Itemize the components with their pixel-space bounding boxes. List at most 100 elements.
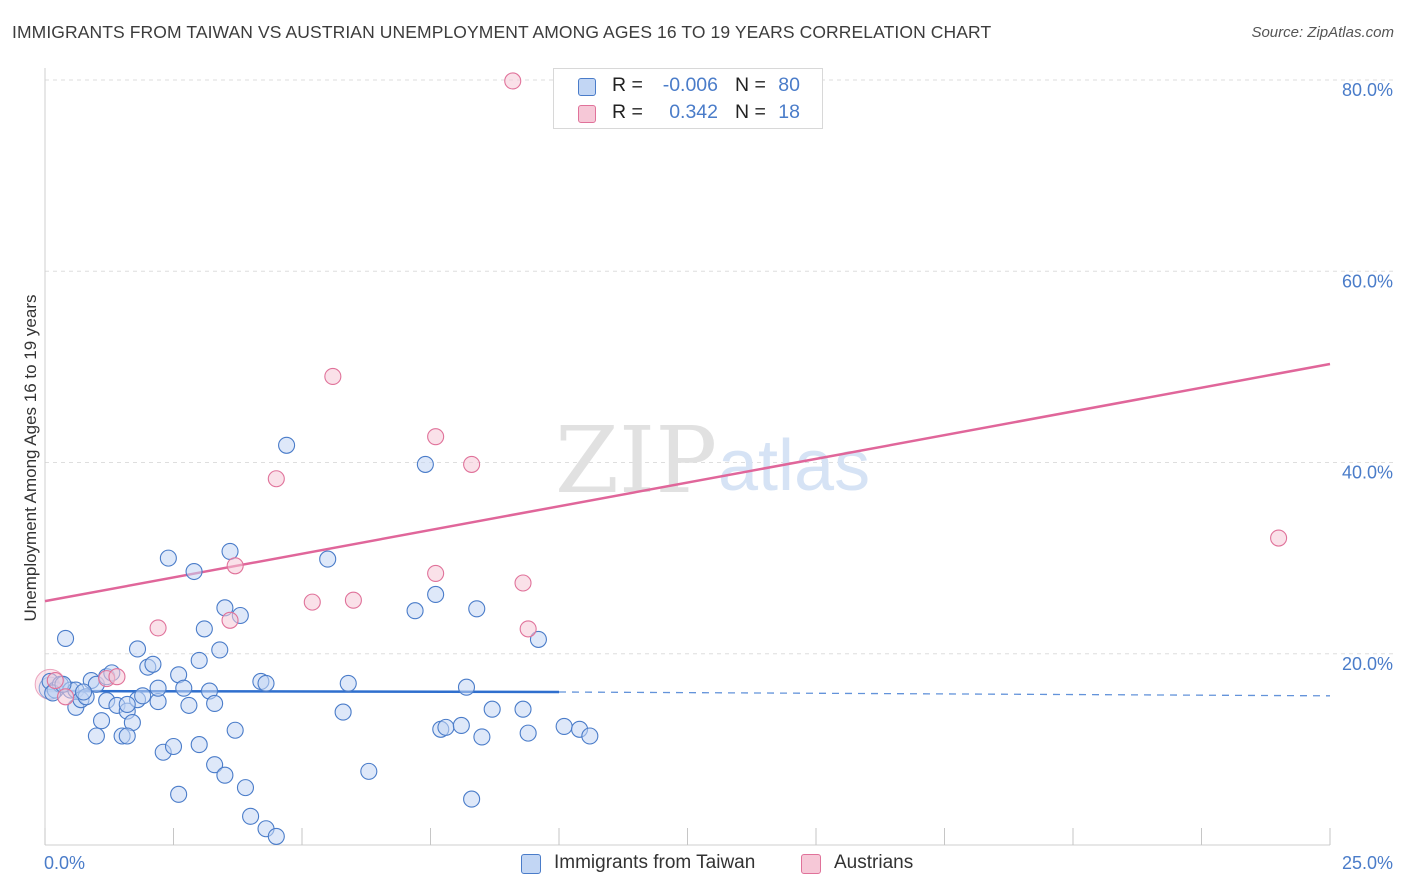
taiwan-point [159, 549, 177, 567]
stats-row-taiwan: R = -0.006 N = 80 [554, 74, 822, 100]
taiwan-swatch [521, 854, 541, 874]
watermark: ZIP atlas [555, 407, 870, 514]
austrians-point [1270, 529, 1288, 547]
taiwan-point [360, 762, 378, 780]
series-legend: Immigrants from Taiwan Austrians [0, 852, 1406, 878]
austrians-trend-line [44, 362, 1331, 603]
austrians-point [324, 367, 342, 385]
taiwan-point [75, 683, 93, 701]
legend-label-austrians: Austrians [834, 852, 914, 873]
r-label: R = [612, 74, 643, 96]
taiwan-point [164, 737, 183, 756]
source-label: Source: ZipAtlas.com [1251, 24, 1394, 41]
austrians-point [57, 688, 75, 706]
taiwan-point [221, 542, 239, 560]
y-tick-label-40: 40.0% [1342, 463, 1393, 483]
y-tick-label-20: 20.0% [1342, 654, 1393, 674]
gridlines [45, 79, 1393, 655]
taiwan-point [92, 712, 111, 730]
taiwan-point [190, 651, 208, 669]
x-tick-label-1: 25.0% [1342, 853, 1393, 873]
taiwan-point [519, 724, 537, 742]
austrians-point [463, 455, 481, 473]
taiwan-swatch [578, 78, 596, 96]
n-value: 80 [778, 74, 800, 96]
tick-labels: 20.0% 40.0% 60.0% 80.0% 0.0% 25.0% [44, 80, 1393, 873]
austrians-point [303, 593, 321, 611]
austrians-point [504, 72, 522, 90]
taiwan-point [144, 655, 162, 673]
taiwan-point [406, 602, 424, 620]
taiwan-point [180, 696, 198, 714]
taiwan-point [483, 700, 501, 718]
watermark-atlas: atlas [718, 426, 870, 506]
y-axis-label: Unemployment Among Ages 16 to 19 years [21, 295, 40, 622]
taiwan-point [427, 585, 445, 604]
r-value: -0.006 [662, 74, 718, 96]
austrians-point [221, 611, 239, 629]
stats-legend: R = -0.006 N = 80 R = 0.342 N = 18 [553, 68, 823, 129]
taiwan-point [211, 641, 229, 659]
taiwan-trend-dashed [558, 691, 1331, 697]
y-tick-label-60: 60.0% [1342, 271, 1393, 291]
taiwan-point [529, 630, 547, 648]
taiwan-point [206, 694, 224, 713]
x-tick-label-0: 0.0% [44, 853, 85, 873]
taiwan-point [514, 700, 532, 718]
austrians-point [427, 564, 445, 582]
austrians-point [226, 557, 244, 575]
taiwan-point [236, 779, 255, 797]
taiwan-point [190, 736, 208, 754]
taiwan-point [87, 727, 105, 745]
taiwan-point [149, 679, 167, 697]
taiwan-point [473, 728, 491, 746]
r-label: R = [612, 101, 643, 123]
austrians-point [267, 470, 285, 488]
taiwan-point [242, 807, 260, 825]
taiwan-point [581, 727, 599, 745]
taiwan-point [468, 600, 486, 618]
taiwan-point [555, 717, 573, 735]
stats-row-austrians: R = 0.342 N = 18 [554, 101, 822, 127]
taiwan-trend-solid [44, 689, 560, 694]
taiwan-point [216, 766, 234, 784]
austrians-swatch [578, 105, 596, 123]
austrians-point [519, 620, 537, 638]
taiwan-point [170, 785, 188, 803]
watermark-zip: ZIP [555, 407, 717, 514]
taiwan-point [206, 756, 224, 774]
taiwan-trend-line [44, 689, 1331, 697]
r-value: 0.342 [669, 101, 718, 123]
taiwan-point [463, 790, 481, 808]
taiwan-point [339, 674, 357, 692]
taiwan-point [334, 703, 352, 721]
taiwan-point [175, 679, 193, 697]
data-points [34, 72, 1288, 845]
axes [44, 68, 1331, 846]
taiwan-point [134, 687, 152, 705]
austrians-point [108, 668, 126, 686]
taiwan-point [118, 695, 136, 713]
taiwan-point [257, 674, 275, 692]
austrians-point [46, 671, 64, 690]
legend-label-taiwan: Immigrants from Taiwan [554, 852, 756, 873]
taiwan-point [416, 455, 434, 473]
austrians-swatch [801, 854, 821, 874]
austrians-point [514, 574, 532, 592]
taiwan-point [437, 718, 455, 736]
taiwan-point [118, 727, 136, 745]
taiwan-point [278, 436, 296, 454]
austrians-point [427, 428, 445, 446]
austrians-point [149, 619, 167, 637]
taiwan-point [267, 827, 285, 845]
taiwan-point [226, 721, 244, 739]
n-label: N = [735, 74, 766, 96]
austrians-point [344, 591, 362, 609]
taiwan-point [57, 629, 75, 648]
taiwan-point [195, 620, 213, 638]
n-label: N = [735, 101, 766, 123]
taiwan-point [452, 716, 470, 735]
taiwan-point [319, 550, 337, 568]
chart-title: IMMIGRANTS FROM TAIWAN VS AUSTRIAN UNEMP… [12, 22, 992, 42]
